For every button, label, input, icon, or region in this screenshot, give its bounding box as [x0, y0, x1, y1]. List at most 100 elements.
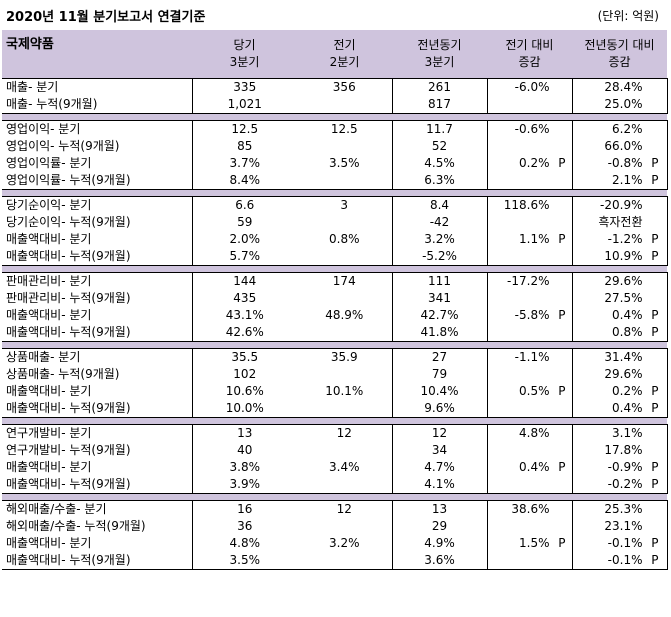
yoy-change: 흑자전환: [571, 214, 668, 231]
current-value: 5.7%: [229, 249, 261, 263]
yoy-change: 0.8% P: [571, 324, 668, 342]
percent-point-marker: P: [558, 156, 566, 170]
current-value: 10.0%: [225, 401, 264, 415]
qoq-change-value: 1.5%: [519, 536, 550, 550]
prior-year-value: 4.1%: [392, 476, 488, 494]
prior-year-value: 341: [392, 290, 488, 307]
current-value: 435: [233, 291, 257, 305]
yoy-change: 0.4% P: [571, 307, 668, 324]
previous-value: [297, 138, 393, 155]
current-value: 43.1%: [225, 308, 264, 322]
yoy-change-value: 29.6%: [604, 274, 643, 288]
yoy-change-wrap: 25.3%: [577, 501, 643, 518]
table-row: 영업이익률- 분기 3.7% 3.5% 4.5% 0.2% P -0.8% P: [2, 155, 668, 172]
yoy-change: 29.6%: [571, 272, 668, 290]
table-row: 연구개발비- 분기 13 12 12 4.8% 3.1%: [2, 424, 668, 442]
qoq-change: [486, 290, 572, 307]
previous-value: [297, 214, 393, 231]
yoy-change-wrap: -0.8% P: [577, 155, 659, 172]
previous-value: 48.9%: [297, 307, 393, 324]
current-value: 59: [237, 215, 253, 229]
row-label: 매출액대비- 분기: [2, 535, 193, 552]
yoy-change-wrap: -0.1% P: [577, 552, 659, 569]
header-current-l1: 당기: [233, 38, 256, 52]
yoy-change: 27.5%: [571, 290, 668, 307]
row-label: 해외매출/수출- 분기: [2, 500, 193, 518]
yoy-change-wrap: 29.6%: [577, 273, 643, 290]
previous-value: 12: [297, 500, 393, 518]
header-prior-year: 전년동기 3분기: [392, 30, 487, 79]
previous-value: 174: [297, 272, 393, 290]
row-label: 영업이익- 누적(9개월): [2, 138, 193, 155]
row-label: 판매관리비- 누적(9개월): [2, 290, 193, 307]
current-value: 144: [233, 274, 257, 288]
qoq-change: [486, 172, 572, 190]
table-row: 매출- 분기 335 356 261 -6.0% 28.4%: [2, 78, 668, 96]
prior-year-value: 27: [392, 348, 488, 366]
yoy-change-value: 0.4%: [612, 308, 643, 322]
yoy-change-value: 23.1%: [604, 519, 643, 533]
yoy-change-wrap: -0.1% P: [577, 535, 659, 552]
header-prior-year-l1: 전년동기: [417, 38, 462, 52]
row-label: 해외매출/수출- 누적(9개월): [2, 518, 193, 535]
current-value: 3.5%: [192, 552, 297, 570]
yoy-change: -20.9%: [571, 196, 668, 214]
separator-cell: [2, 493, 667, 501]
yoy-change-wrap: -0.2% P: [577, 476, 659, 493]
current-value: 4.8%: [229, 536, 261, 550]
prior-year-value: 9.6%: [392, 400, 488, 418]
yoy-change-wrap: 2.1% P: [577, 172, 659, 189]
current-value: 85: [237, 139, 253, 153]
qoq-change: -5.8% P: [486, 307, 572, 324]
percent-point-marker: P: [651, 173, 659, 187]
yoy-change: 66.0%: [571, 138, 668, 155]
yoy-change-value: 66.0%: [604, 139, 643, 153]
yoy-change: 28.4%: [571, 78, 668, 96]
yoy-change-wrap: -0.9% P: [577, 459, 659, 476]
prior-year-value: 10.4%: [392, 383, 488, 400]
previous-value: [297, 172, 393, 190]
yoy-change-wrap: 3.1%: [577, 425, 643, 442]
unit-label: (단위: 억원): [597, 9, 659, 23]
qoq-change-value: -17.2%: [507, 274, 550, 288]
table-row: 매출액대비- 누적(9개월) 10.0% 9.6% 0.4% P: [2, 400, 668, 418]
header-yoy-change-l1: 전년동기 대비: [584, 38, 655, 52]
qoq-change: [486, 442, 572, 459]
qoq-change-wrap: 1.1% P: [492, 231, 566, 248]
qoq-change: [486, 476, 572, 494]
table-row: 매출액대비- 분기 4.8% 3.2% 4.9% 1.5% P -0.1% P: [2, 535, 668, 552]
prior-year-value: 8.4: [392, 196, 488, 214]
row-label: 상품매출- 분기: [2, 348, 193, 366]
yoy-change-value: 25.3%: [604, 502, 643, 516]
previous-value: 356: [297, 78, 393, 96]
yoy-change: -0.1% P: [571, 552, 668, 570]
table-row: 판매관리비- 누적(9개월) 435 341 27.5%: [2, 290, 668, 307]
prior-year-value: 4.7%: [392, 459, 488, 476]
prior-year-value: 13: [392, 500, 488, 518]
percent-point-marker: P: [651, 249, 659, 263]
previous-value: [297, 324, 393, 342]
yoy-change: 10.9% P: [571, 248, 668, 266]
yoy-change-value: 0.8%: [612, 325, 643, 339]
yoy-change-value: -0.1%: [607, 553, 643, 567]
separator-cell: [2, 341, 667, 349]
yoy-change-value: 흑자전환: [598, 215, 643, 229]
prior-year-value: -5.2%: [392, 248, 488, 266]
row-label: 매출액대비- 분기: [2, 383, 193, 400]
previous-value: 12.5: [297, 120, 393, 138]
header-qoq-change-l2: 증감: [518, 55, 541, 69]
qoq-change-wrap: 0.4% P: [492, 459, 566, 476]
separator-cell: [2, 189, 667, 197]
table-row: 매출액대비- 분기 2.0% 0.8% 3.2% 1.1% P -1.2% P: [2, 231, 668, 248]
qoq-change: 1.1% P: [486, 231, 572, 248]
current-value: 16: [237, 502, 253, 516]
header-previous-l2: 2분기: [329, 55, 360, 69]
previous-value: 0.8%: [297, 231, 393, 248]
previous-value: 3.5%: [297, 155, 393, 172]
current-value: 10.6%: [225, 384, 264, 398]
row-label: 매출- 누적(9개월): [2, 96, 193, 114]
table-row: 상품매출- 누적(9개월) 102 79 29.6%: [2, 366, 668, 383]
row-label: 연구개발비- 분기: [2, 424, 193, 442]
yoy-change: 3.1%: [571, 424, 668, 442]
yoy-change-value: 10.9%: [604, 249, 643, 263]
